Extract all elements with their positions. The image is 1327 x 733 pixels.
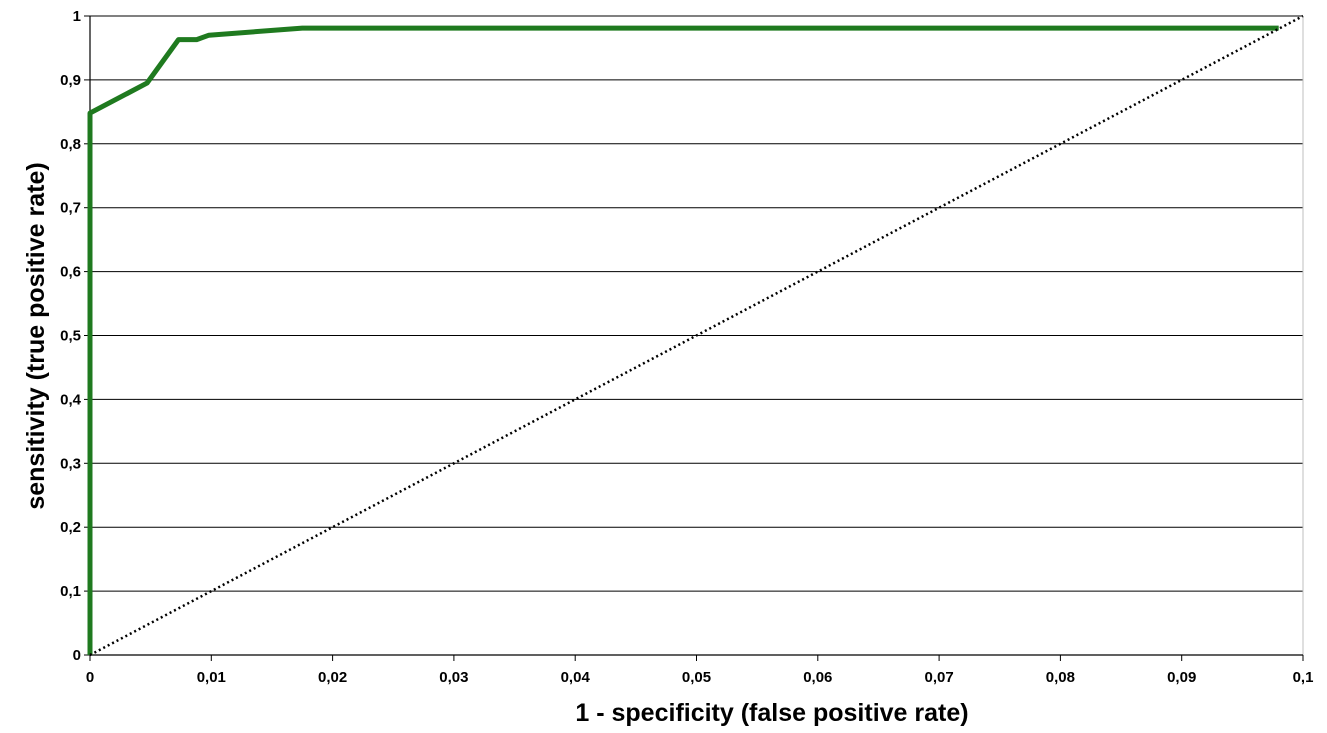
x-tick-label-0: 0 [86, 669, 94, 686]
x-tick-label-4: 0,04 [561, 669, 591, 686]
x-tick-label-5: 0,05 [682, 669, 711, 686]
x-tick-label-9: 0,09 [1167, 669, 1196, 686]
x-tick-label-7: 0,07 [924, 669, 953, 686]
y-tick-label-7: 0,7 [60, 200, 81, 217]
y-axis-title: sensitivity (true positive rate) [22, 162, 50, 509]
gridlines [90, 16, 1303, 591]
x-tick-label-1: 0,01 [197, 669, 226, 686]
y-tick-label-6: 0,6 [60, 264, 81, 281]
y-tick-label-10: 1 [73, 8, 81, 25]
y-tick-label-9: 0,9 [60, 72, 81, 89]
y-tick-label-4: 0,4 [60, 391, 82, 408]
x-tick-label-2: 0,02 [318, 669, 347, 686]
x-tick-label-6: 0,06 [803, 669, 832, 686]
y-tick-label-0: 0 [73, 647, 81, 664]
x-tick-label-10: 0,1 [1293, 669, 1314, 686]
axes [84, 16, 1303, 661]
x-tick-label-3: 0,03 [439, 669, 468, 686]
y-tick-label-8: 0,8 [60, 136, 81, 153]
x-axis-title: 1 - specificity (false positive rate) [575, 699, 968, 727]
y-tick-label-3: 0,3 [60, 455, 81, 472]
y-tick-label-1: 0,1 [60, 583, 81, 600]
y-tick-label-2: 0,2 [60, 519, 81, 536]
y-tick-label-5: 0,5 [60, 328, 81, 345]
x-tick-label-8: 0,08 [1046, 669, 1075, 686]
